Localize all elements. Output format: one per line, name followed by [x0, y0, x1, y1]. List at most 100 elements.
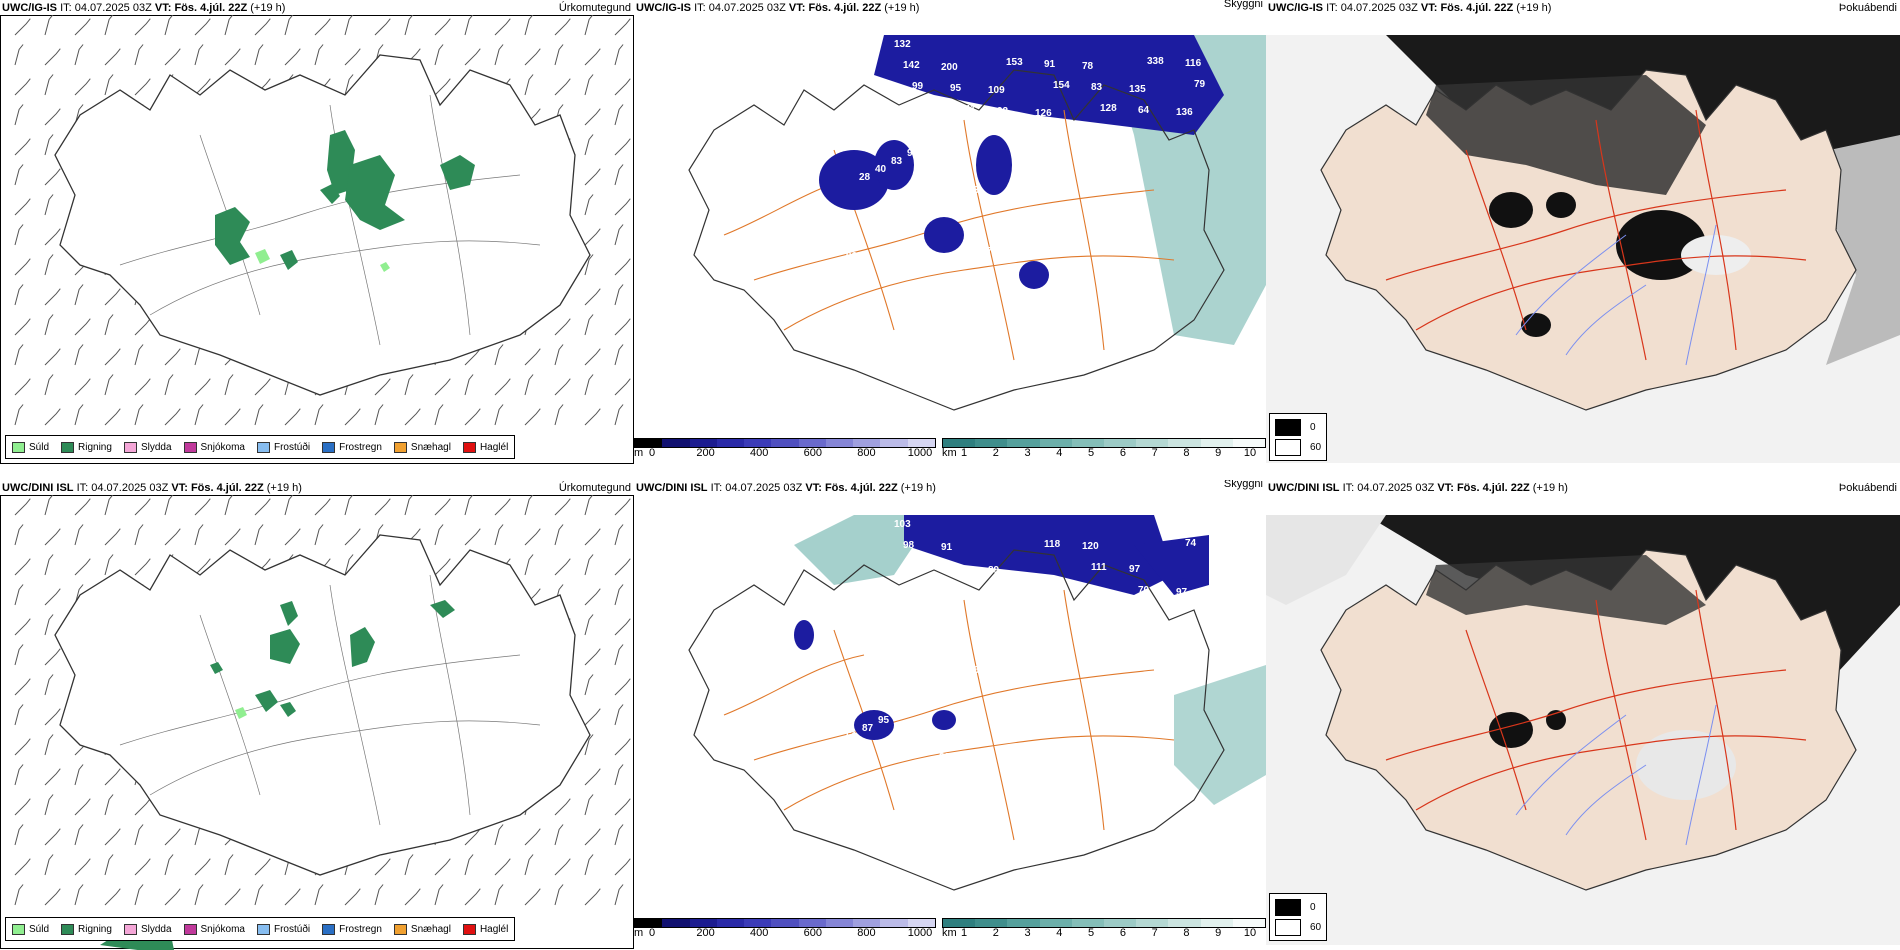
legend-swatch: [61, 923, 75, 935]
cloud-base-label: 65: [830, 259, 842, 270]
legend-swatch: [12, 923, 25, 935]
cloud-base-bar: [634, 438, 936, 448]
road-network: [723, 589, 1175, 841]
cloud-base-label: 83: [1091, 82, 1103, 93]
colorbar-tick: 1000: [907, 447, 933, 459]
road-network: [1385, 109, 1807, 361]
cloud-base-label: 136: [984, 657, 1001, 668]
precip-type-panel-top: UWC/IG-IS IT: 04.07.2025 03Z VT: Fös. 4.…: [0, 0, 634, 465]
cloud-base-label: 67: [1045, 214, 1057, 225]
fog-patches: [1426, 555, 1736, 800]
cloud-base-label: 154: [1053, 80, 1070, 91]
legend-item-snæhagl: Snæhagl: [393, 923, 451, 935]
model-name: UWC/IG-IS: [2, 2, 57, 14]
colorbar-tick: 7: [1151, 927, 1158, 939]
it-label: IT:: [1342, 482, 1355, 494]
cloud-base-label: 87: [862, 723, 874, 734]
fog-legend-swatch: [1275, 899, 1301, 916]
cloud-base-label: 116: [1185, 58, 1202, 69]
cloud-base-label: 21: [1058, 275, 1070, 286]
cloud-base-label: 142: [903, 60, 920, 71]
valid-time: Fös. 4.júl. 22Z: [174, 2, 248, 14]
colorbar-tick: 0: [648, 927, 656, 939]
model-name: UWC/DINI ISL: [1268, 482, 1340, 494]
colorbar-tick: 1: [960, 447, 968, 459]
colorbar-tick: 4: [1056, 927, 1063, 939]
legend-label: Súld: [29, 923, 50, 935]
cloud-base-label: 135: [1129, 84, 1146, 95]
colorbar-tick: 0: [648, 447, 656, 459]
legend-swatch: [123, 923, 137, 935]
lead-time: (+19 h): [266, 482, 302, 494]
vt-label: VT:: [1437, 482, 1454, 494]
colorbar-tick: 2: [992, 927, 999, 939]
legend-swatch: [393, 441, 407, 453]
model-name: UWC/IG-IS: [636, 2, 691, 14]
model-name: UWC/IG-IS: [1268, 2, 1323, 14]
cloud-base-label: 170: [981, 246, 998, 257]
legend-swatch: [462, 923, 476, 935]
legend-item-frostúði: Frostúði: [256, 441, 310, 453]
vt-label: VT:: [1420, 2, 1438, 14]
colorbar-tick: 5: [1088, 447, 1095, 459]
road-network: [119, 574, 541, 826]
panel-header: UWC/IG-IS IT: 04.07.2025 03Z VT: Fös. 4.…: [1268, 2, 1551, 14]
visibility-bar: [942, 918, 1266, 928]
iceland-outline: [688, 549, 1225, 891]
fog-grey-west: [1266, 515, 1386, 605]
init-time: 04.07.2025 03Z: [74, 2, 152, 14]
cloud-base-label: 141: [959, 104, 976, 115]
fog-legend-value: 60: [1310, 442, 1322, 453]
visibility-panel-top: UWC/IG-IS IT: 04.07.2025 03Z VT: Fös. 4.…: [634, 0, 1266, 465]
cloud-base-label: 97: [1129, 564, 1141, 575]
cloud-base-label: 135: [1035, 588, 1052, 599]
cloud-base-label: 85: [1061, 686, 1073, 697]
legend-label: Súld: [29, 441, 50, 453]
legend-label: Snæhagl: [410, 923, 451, 935]
vt-label: VT:: [154, 2, 172, 14]
field-name: Úrkomutegund: [558, 2, 631, 14]
visibility-map-top: 132 200 109 126 78 135 136 142 95 92 91 83 64 116 99 14…: [688, 35, 1266, 411]
fog-legend-swatch: [1275, 419, 1301, 436]
lead-time: (+19 h): [250, 2, 286, 14]
visibility-unit: km: [942, 927, 957, 939]
legend-item-snæhagl: Snæhagl: [393, 441, 451, 453]
cloud-base-labels: 103 91 89 135 120 97 97 98 80 83 118 111 70 74 95 89 89 8…: [846, 519, 1197, 763]
legend-label: Rigning: [78, 441, 112, 453]
drizzle-areas: [255, 249, 390, 272]
legend-item-frostúði: Frostúði: [256, 923, 310, 935]
visibility-colorbar: km 1 2 3 4 5 6 7 8 9 10: [942, 917, 1266, 945]
model-name: UWC/DINI ISL: [636, 482, 708, 494]
cloud-base-label: 51: [846, 731, 858, 742]
low-cloud-patches: [794, 620, 956, 740]
colorbar-tick: 6: [1119, 927, 1126, 939]
fog-legend-row: 0: [1275, 899, 1316, 916]
cloud-base-label: 95: [950, 83, 962, 94]
panel-header: UWC/IG-IS IT: 04.07.2025 03Z VT: Fös. 4.…: [2, 2, 285, 14]
field-name: Þokuábendi: [1838, 2, 1897, 14]
iceland-outline: [1320, 549, 1857, 891]
legend-item-rigning: Rigning: [61, 923, 112, 935]
iceland-outline: [54, 534, 591, 876]
legend-item-slydda: Slydda: [123, 923, 172, 935]
legend-item-súld: Súld: [12, 923, 50, 935]
field-name: Skyggni: [1223, 480, 1263, 490]
panel-header: UWC/DINI ISL IT: 04.07.2025 03Z VT: Fös.…: [636, 482, 936, 494]
init-time: 04.07.2025 03Z: [91, 482, 169, 494]
legend-label: Snjókoma: [200, 441, 245, 453]
fog-legend-swatch: [1275, 439, 1301, 456]
cloud-base-label: 39: [936, 201, 948, 212]
cloud-base-colorbar: m 0 200 400 600 800 1000: [634, 917, 936, 945]
fog-legend-value: 60: [1310, 922, 1322, 933]
precip-type-panel-bottom: UWC/DINI ISL IT: 04.07.2025 03Z VT: Fös.…: [0, 480, 634, 950]
legend-item-frostregn: Frostregn: [322, 923, 382, 935]
cloud-base-label: 124: [1013, 230, 1030, 241]
cloud-base-label: 83: [997, 586, 1009, 597]
cloud-base-label: 28: [859, 172, 871, 183]
drizzle-areas: [235, 707, 247, 719]
cloud-base-label: 74: [1185, 538, 1197, 549]
colorbar-tick: 6: [1119, 447, 1126, 459]
legend-swatch: [462, 441, 476, 453]
cloud-base-label: 40: [875, 164, 887, 175]
cloud-base-label: 94: [923, 620, 935, 631]
